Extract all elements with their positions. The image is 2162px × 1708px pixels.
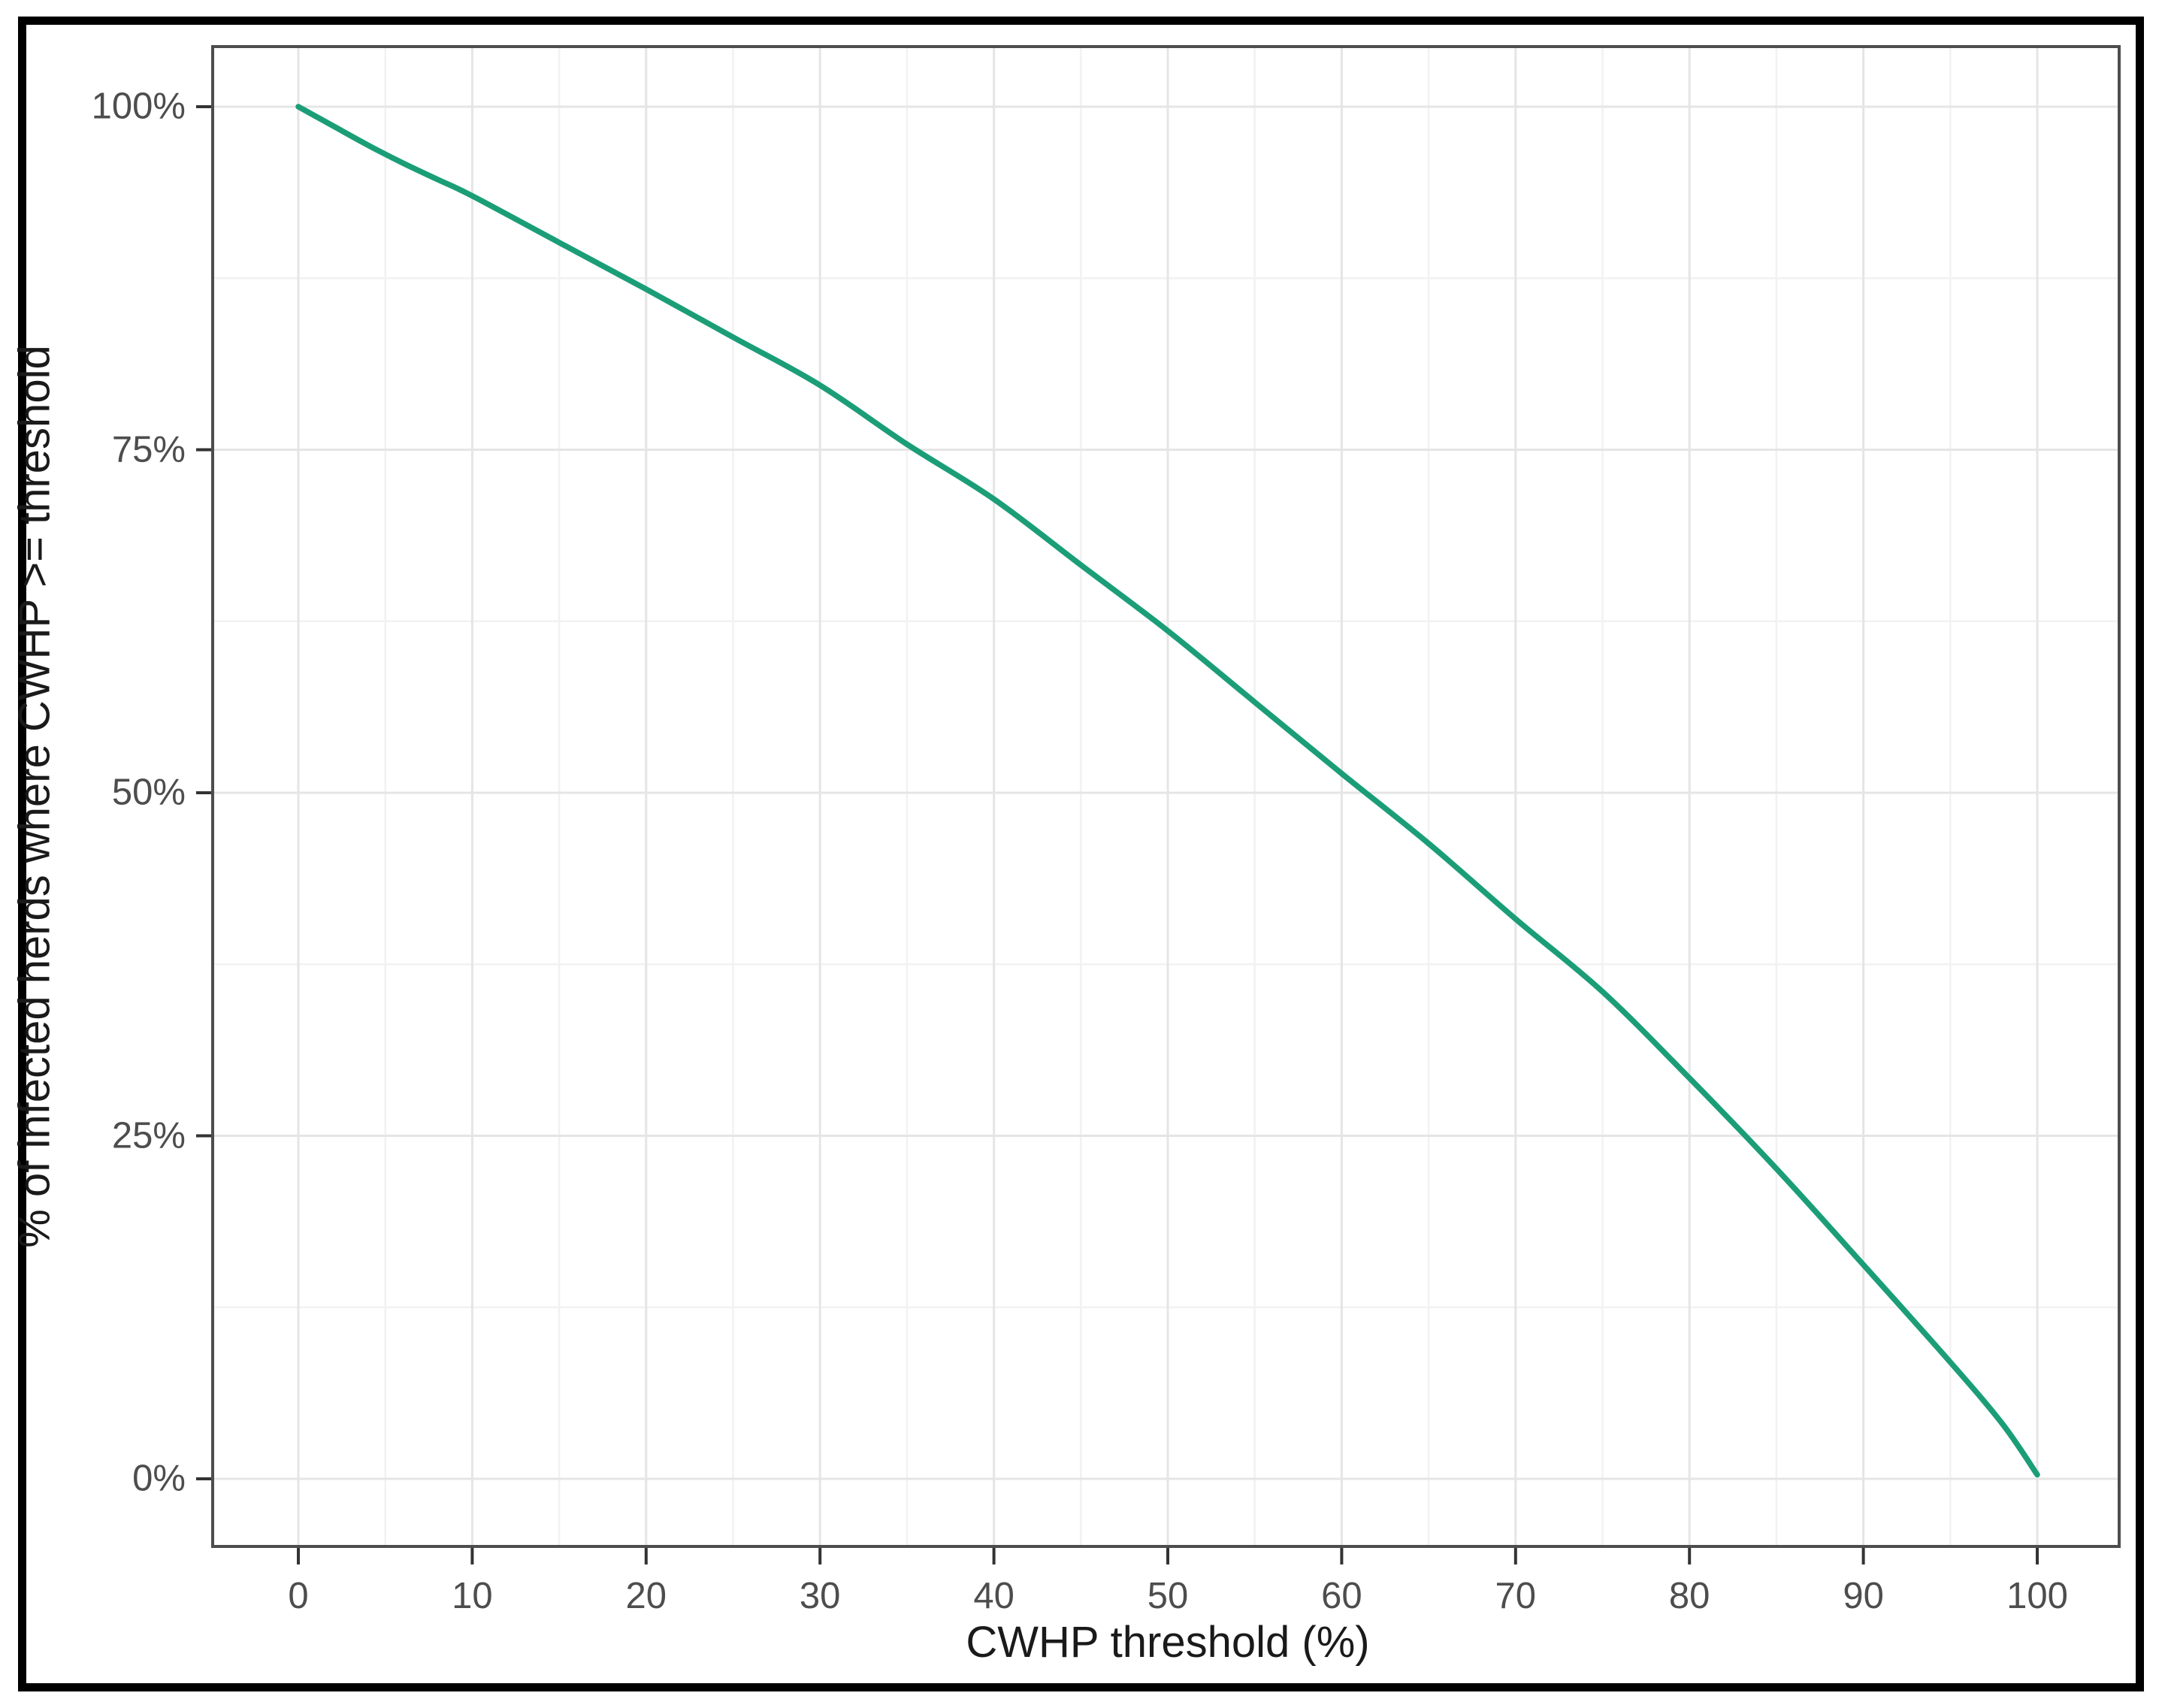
x-tick-label: 20 [625, 1576, 667, 1616]
y-tick-label: 100% [91, 86, 186, 127]
panel-border [211, 45, 2121, 1548]
x-tick-label: 80 [1668, 1576, 1710, 1616]
x-axis-title: CWHP threshold (%) [966, 1618, 1370, 1667]
x-tick-label: 40 [973, 1576, 1014, 1616]
y-tick-label: 25% [111, 1115, 186, 1156]
y-axis-title: % of infected herds where CWHP >= thresh… [10, 345, 59, 1248]
y-tick-label: 75% [111, 429, 186, 470]
x-tick-label: 90 [1843, 1576, 1884, 1616]
x-tick-label: 50 [1147, 1576, 1189, 1616]
x-tick-label: 70 [1495, 1576, 1537, 1616]
x-tick-label: 0 [288, 1576, 309, 1616]
x-tick-label: 30 [799, 1576, 841, 1616]
data-curve [295, 104, 2040, 1478]
x-tick-label: 10 [452, 1576, 493, 1616]
y-tick-label: 50% [111, 772, 186, 813]
plot-panel [213, 47, 2119, 1546]
x-tick-label: 60 [1321, 1576, 1362, 1616]
y-tick-label: 0% [132, 1458, 186, 1499]
x-tick-label: 100 [2006, 1576, 2068, 1616]
